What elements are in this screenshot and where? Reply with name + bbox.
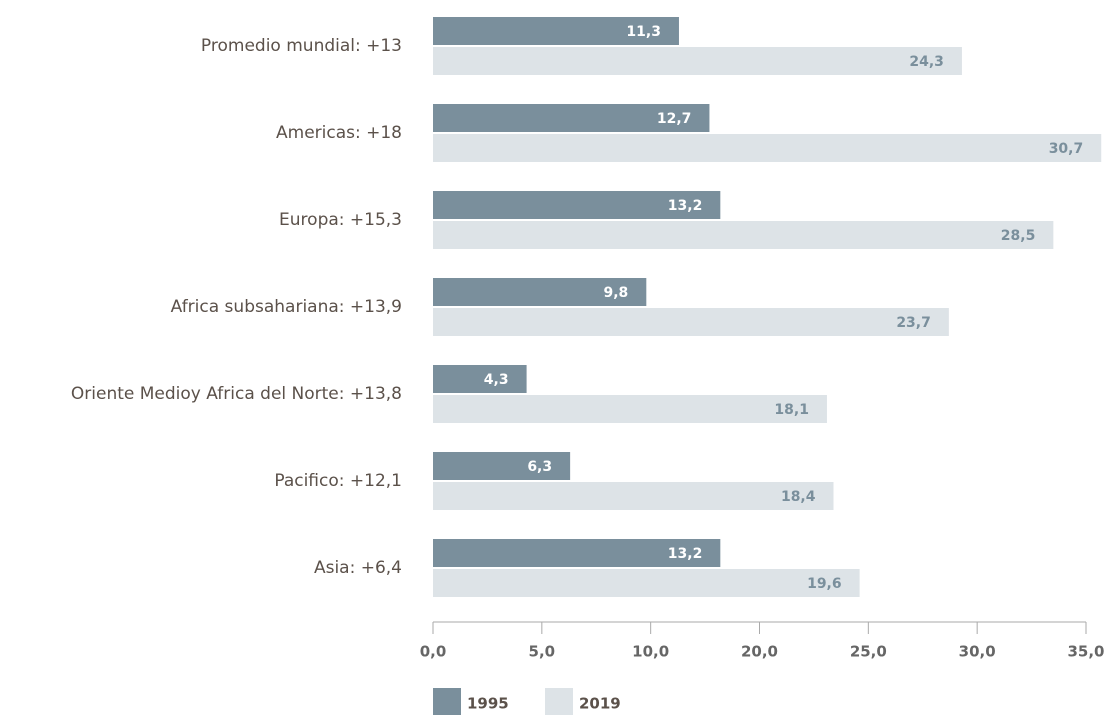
value-label: 13,2	[668, 546, 703, 562]
bar	[433, 308, 949, 336]
legend-label: 1995	[467, 695, 509, 713]
value-label: 19,6	[807, 576, 842, 592]
x-tick-label: 5,0	[529, 643, 556, 661]
value-label: 9,8	[604, 285, 629, 301]
bar	[433, 17, 679, 45]
bar	[433, 365, 527, 393]
bar	[433, 539, 721, 567]
bar	[433, 452, 571, 480]
legend-swatch	[433, 688, 461, 715]
value-label: 30,7	[1049, 141, 1084, 157]
value-label: 23,7	[896, 315, 931, 331]
bar	[433, 278, 647, 306]
value-label: 11,3	[626, 24, 661, 40]
value-label: 18,1	[774, 402, 809, 418]
x-tick-label: 10,0	[632, 643, 669, 661]
value-label: 13,2	[668, 198, 703, 214]
value-label: 6,3	[527, 459, 552, 475]
bar	[433, 569, 860, 597]
category-label: Pacifico: +12,1	[274, 471, 402, 491]
value-label: 24,3	[909, 54, 944, 70]
bar	[433, 191, 721, 219]
x-tick-label: 35,0	[1067, 643, 1104, 661]
bar	[433, 47, 962, 75]
legend-swatch	[545, 688, 573, 715]
legend-label: 2019	[579, 695, 621, 713]
value-label: 12,7	[657, 111, 692, 127]
bar	[433, 221, 1054, 249]
bar	[433, 104, 710, 132]
x-tick-label: 25,0	[850, 643, 887, 661]
category-label: Oriente Medioy Africa del Norte: +13,8	[71, 384, 402, 404]
bar	[433, 134, 1102, 162]
x-tick-label: 30,0	[959, 643, 996, 661]
x-tick-label: 0,0	[420, 643, 447, 661]
value-label: 4,3	[484, 372, 509, 388]
category-label: Americas: +18	[276, 123, 402, 143]
category-label: Promedio mundial: +13	[201, 36, 402, 56]
x-tick-label: 20,0	[741, 643, 778, 661]
category-label: Asia: +6,4	[314, 558, 402, 578]
category-label: Africa subsahariana: +13,9	[171, 297, 402, 317]
value-label: 28,5	[1001, 228, 1036, 244]
bar	[433, 395, 827, 423]
value-label: 18,4	[781, 489, 816, 505]
bar	[433, 482, 834, 510]
category-label: Europa: +15,3	[279, 210, 402, 230]
